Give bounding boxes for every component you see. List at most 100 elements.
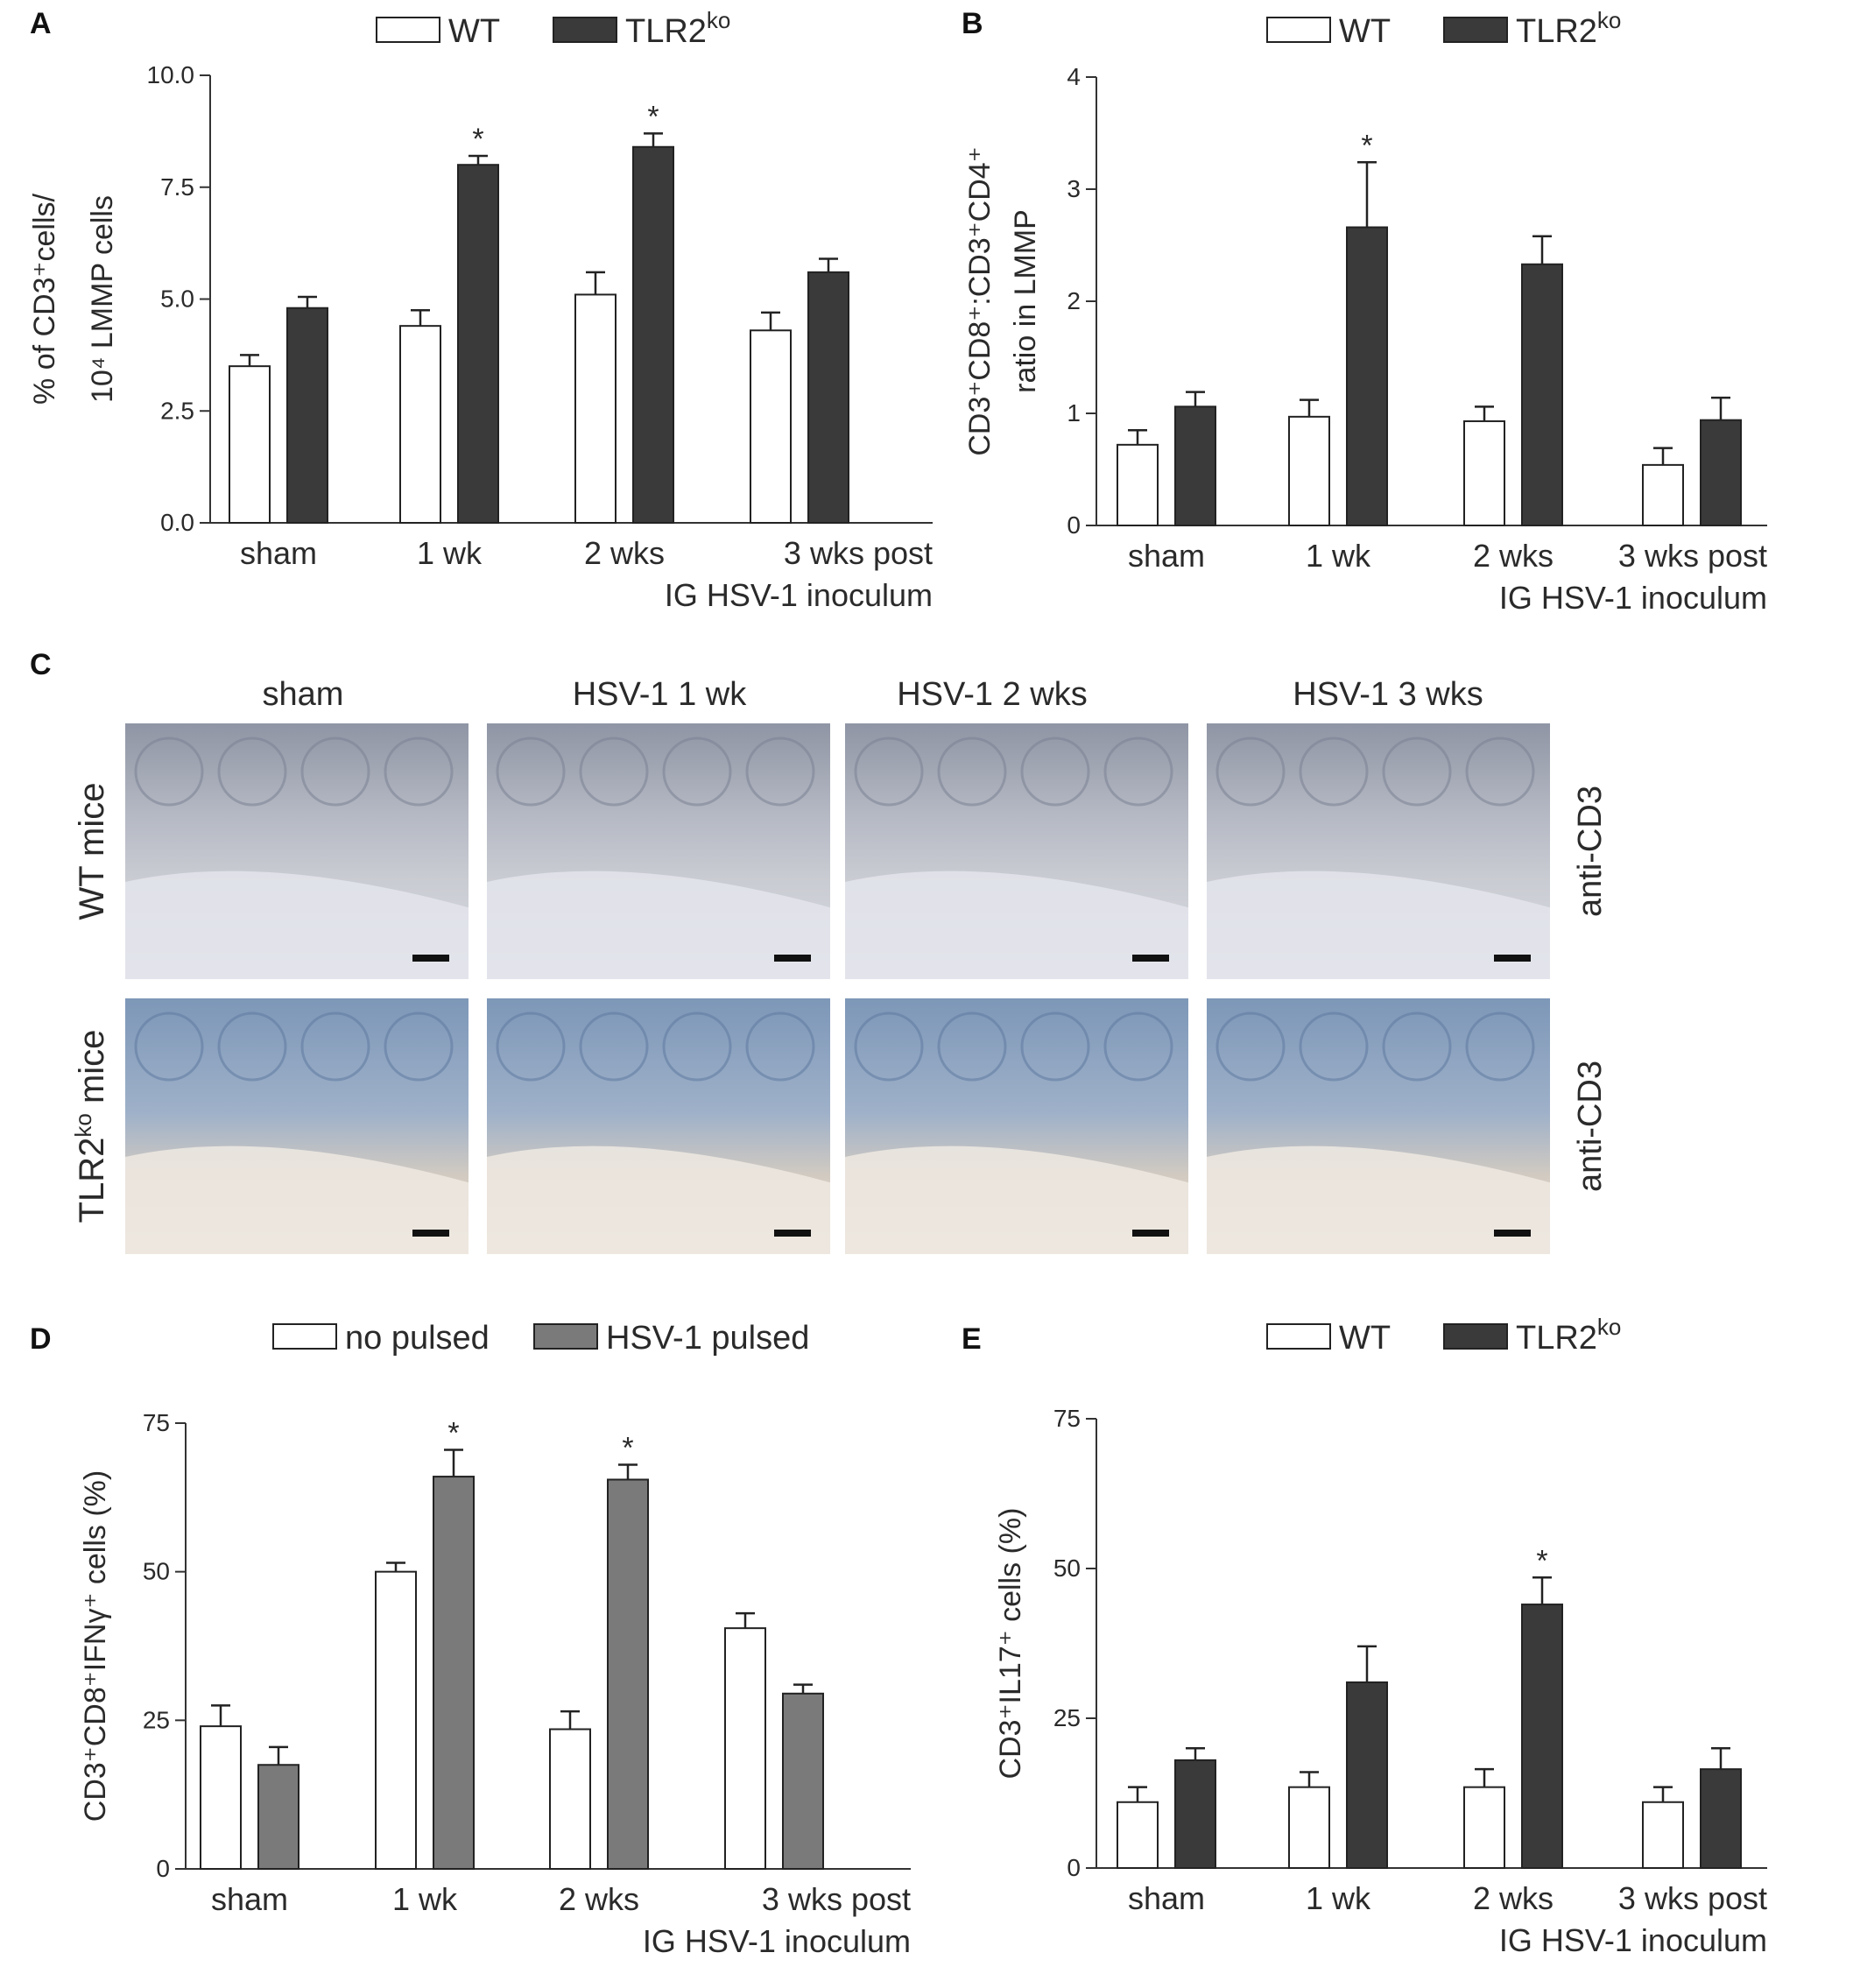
micrograph-crypt [745, 1012, 815, 1082]
micrograph-background [845, 1146, 1188, 1254]
micrograph-row-label: TLR2ko mice [70, 1030, 111, 1223]
micrograph-crypt [854, 1012, 924, 1082]
y-tick-label: 75 [1053, 1405, 1081, 1432]
micrograph-crypt [134, 737, 204, 807]
legend-swatch [1266, 1323, 1331, 1350]
bar [200, 1725, 242, 1870]
micrograph-crypt [1020, 737, 1090, 807]
micrograph-background [845, 871, 1188, 979]
bar [1642, 463, 1684, 527]
bar [632, 145, 674, 524]
bar [1288, 1786, 1330, 1870]
bar [1463, 419, 1505, 526]
x-tick-label: 1 wk [392, 1881, 458, 1917]
scale-bar [1132, 955, 1169, 962]
bar [724, 1627, 766, 1870]
y-axis-label: CD3⁺IL17⁺ cells (%) [994, 1508, 1027, 1780]
bar [1346, 1681, 1388, 1869]
micrograph-crypt [496, 1012, 566, 1082]
y-tick-label: 50 [1053, 1554, 1081, 1582]
micrograph-column-title: sham [263, 676, 344, 713]
bar [1288, 415, 1330, 526]
scale-bar [1132, 1230, 1169, 1237]
micrograph-background [487, 871, 830, 979]
legend-swatch [1266, 17, 1331, 43]
bar [1700, 1768, 1742, 1870]
micrograph-background [125, 871, 469, 979]
micrograph-crypt [854, 737, 924, 807]
bar [782, 1692, 824, 1870]
bar [549, 1728, 591, 1870]
x-tick-label: 1 wk [1306, 1880, 1371, 1916]
y-tick-label: 25 [1053, 1704, 1081, 1731]
micrograph-column-title: HSV-1 1 wk [573, 676, 748, 713]
x-tick-label: sham [1128, 1880, 1205, 1916]
significance-star: * [1361, 129, 1372, 162]
legend-label: TLR2ko [625, 7, 730, 50]
significance-star: * [622, 1432, 633, 1465]
micrograph-background [125, 1146, 469, 1254]
x-tick-label: 1 wk [417, 535, 483, 571]
scale-bar [1494, 955, 1531, 962]
y-tick-label: 0 [1067, 1854, 1081, 1881]
micrograph-crypt [579, 737, 649, 807]
x-tick-label: 3 wks post [762, 1881, 911, 1917]
x-axis-sublabel: IG HSV-1 inoculum [1499, 1922, 1767, 1958]
legend-superscript: ko [707, 7, 730, 33]
micrograph-crypt [217, 1012, 287, 1082]
y-tick-label: 75 [143, 1409, 170, 1436]
x-tick-label: 2 wks [559, 1881, 639, 1917]
y-tick-label: 0 [1067, 511, 1081, 539]
significance-star: * [1536, 1544, 1547, 1577]
legend: WT TLR2ko [376, 7, 730, 50]
x-tick-label: sham [211, 1881, 288, 1917]
y-tick-label: 1 [1067, 399, 1081, 427]
legend-swatch [1443, 1323, 1508, 1350]
panel-letter-b: B [962, 7, 983, 40]
legend-swatch [553, 17, 617, 43]
micrograph-crypt [384, 1012, 454, 1082]
bar [1700, 419, 1742, 526]
bar [229, 365, 271, 524]
legend-superscript: ko [1597, 7, 1621, 33]
micrograph-crypt [662, 737, 732, 807]
chart-b: 0 1 2 3 4 CD3⁺CD8⁺:CD3⁺CD4⁺ ratio in LMMP sham *… [963, 7, 1767, 616]
micrograph-crypt [937, 737, 1007, 807]
bar [1117, 1801, 1159, 1870]
y-tick-label: 2 [1067, 287, 1081, 314]
micrograph-column-title: HSV-1 2 wks [897, 676, 1088, 713]
row-label-tail: mice [73, 1030, 111, 1114]
bar [1463, 1786, 1505, 1870]
micrograph-column-title: HSV-1 3 wks [1293, 676, 1483, 713]
bar [750, 329, 792, 524]
legend: WT TLR2ko [1266, 7, 1621, 50]
x-tick-label: 3 wks post [1618, 538, 1767, 574]
row-label-superscript: ko [70, 1113, 96, 1137]
bar [433, 1476, 475, 1870]
micrograph-crypt [1382, 1012, 1452, 1082]
micrograph-crypt [937, 1012, 1007, 1082]
micrograph-crypt [300, 737, 370, 807]
y-axis-label: CD3⁺CD8⁺IFNγ⁺ cells (%) [79, 1470, 112, 1822]
significance-star: * [472, 123, 483, 156]
micrograph-crypt [579, 1012, 649, 1082]
y-tick-label: 0 [156, 1855, 170, 1882]
y-tick-label: 7.5 [160, 173, 194, 201]
micrograph-crypt [1299, 1012, 1369, 1082]
legend-swatch [1443, 17, 1508, 43]
bar [399, 325, 441, 524]
micrograph-crypt [384, 737, 454, 807]
y-tick-label: 25 [143, 1706, 170, 1733]
x-tick-label: 2 wks [1473, 1880, 1554, 1916]
bar [257, 1764, 299, 1870]
x-tick-label: 3 wks post [784, 535, 933, 571]
micrograph-background [1207, 871, 1550, 979]
panel-letter-a: A [30, 7, 52, 40]
micrograph-crypt [1215, 737, 1286, 807]
legend-label: HSV-1 pulsed [606, 1320, 809, 1357]
legend-superscript: ko [1597, 1314, 1621, 1340]
x-tick-label: 2 wks [1473, 538, 1554, 574]
legend-label: WT [1339, 13, 1391, 50]
panel-letter-d: D [30, 1322, 52, 1356]
